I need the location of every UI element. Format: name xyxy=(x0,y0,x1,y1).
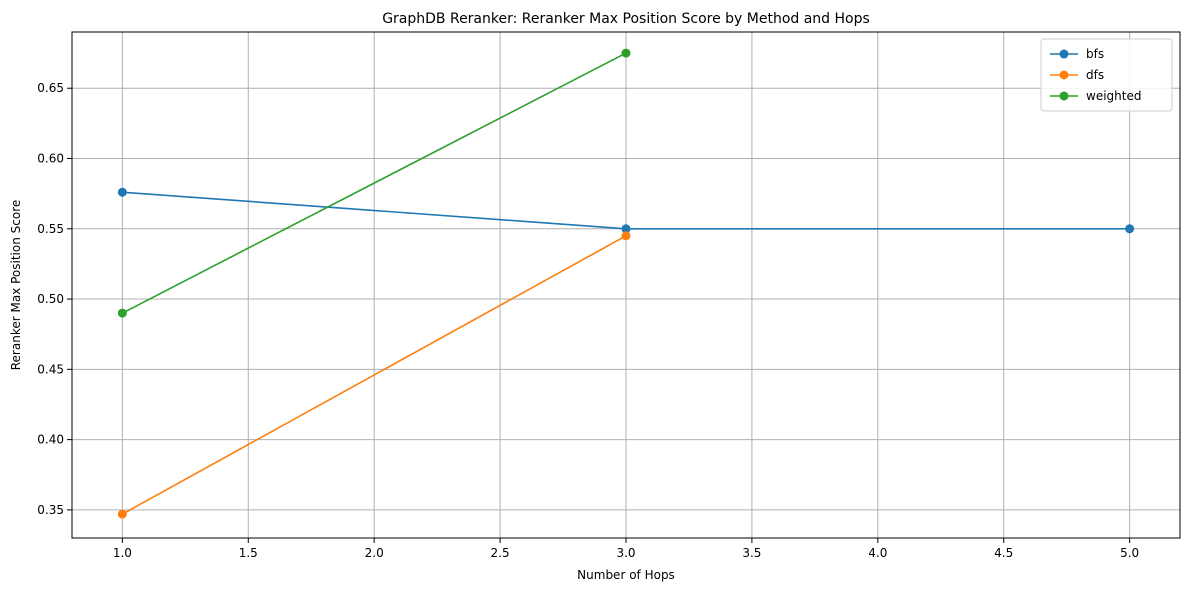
series-line-dfs xyxy=(121,235,627,515)
legend-swatch-marker xyxy=(1059,70,1069,80)
legend-item-weighted: weighted xyxy=(1050,89,1141,103)
x-tick-label: 3.0 xyxy=(616,546,635,560)
data-point-weighted xyxy=(117,308,127,318)
x-tick-label: 2.5 xyxy=(491,546,510,560)
y-tick-label: 0.55 xyxy=(37,222,64,236)
x-tick-label: 4.5 xyxy=(994,546,1013,560)
series-bfs xyxy=(117,187,1135,234)
data-point-dfs xyxy=(621,231,631,241)
legend-swatch-marker xyxy=(1059,49,1069,59)
legend-label: bfs xyxy=(1086,47,1104,61)
data-point-bfs xyxy=(621,224,631,234)
y-tick-label: 0.40 xyxy=(37,433,64,447)
data-point-bfs xyxy=(1125,224,1135,234)
series-weighted xyxy=(117,48,631,318)
legend-box xyxy=(1040,38,1173,112)
x-tick-label: 1.0 xyxy=(113,546,132,560)
legend-label: dfs xyxy=(1086,68,1104,82)
x-tick-label: 1.5 xyxy=(239,546,258,560)
y-axis-label: Reranker Max Position Score xyxy=(9,200,23,371)
chart-title: GraphDB Reranker: Reranker Max Position … xyxy=(382,11,870,27)
legend-item-dfs: dfs xyxy=(1050,68,1104,82)
y-tick-label: 0.45 xyxy=(37,362,64,376)
legend-swatch-marker xyxy=(1059,91,1069,101)
x-tick-label: 2.0 xyxy=(365,546,384,560)
data-point-dfs xyxy=(117,509,127,519)
data-point-bfs xyxy=(117,187,127,197)
legend-item-bfs: bfs xyxy=(1050,47,1104,61)
x-tick-label: 5.0 xyxy=(1120,546,1139,560)
x-tick-label: 4.0 xyxy=(868,546,887,560)
legend: bfs dfs weighted xyxy=(1040,38,1173,112)
x-tick-label: 3.5 xyxy=(742,546,761,560)
y-tick-label: 0.60 xyxy=(37,152,64,166)
x-axis-label: Number of Hops xyxy=(577,568,675,582)
y-tick-label: 0.35 xyxy=(37,503,64,517)
ticks: 1.0 1.5 2.0 2.5 3.0 3.5 4.0 4.5 5.0 0.35 0.40 0.45 0… xyxy=(37,81,1139,560)
series-line-weighted xyxy=(121,52,627,314)
y-tick-label: 0.50 xyxy=(37,292,64,306)
y-tick-label: 0.65 xyxy=(37,81,64,95)
series-layer xyxy=(117,48,1135,519)
series-dfs xyxy=(117,231,631,519)
legend-label: weighted xyxy=(1086,89,1141,103)
data-point-weighted xyxy=(621,48,631,58)
